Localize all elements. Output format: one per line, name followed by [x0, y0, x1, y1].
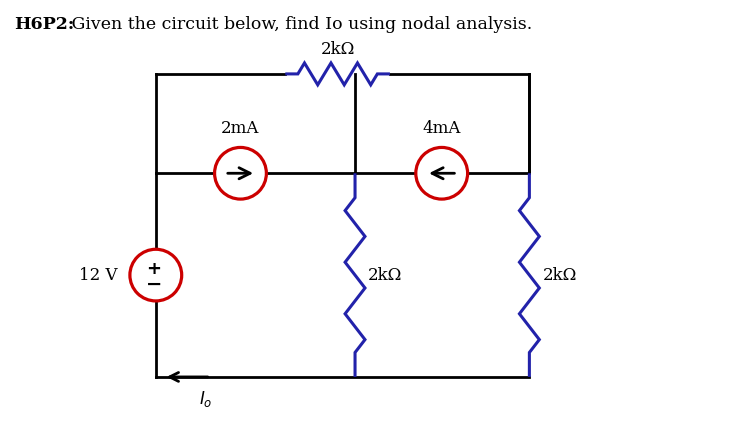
Text: Given the circuit below, find Io using nodal analysis.: Given the circuit below, find Io using n… [66, 16, 532, 33]
Circle shape [215, 147, 266, 199]
Circle shape [416, 147, 468, 199]
Text: 2kΩ: 2kΩ [320, 41, 355, 58]
Text: 2kΩ: 2kΩ [542, 267, 577, 284]
Text: −: − [145, 274, 162, 294]
Text: 12 V: 12 V [80, 267, 118, 284]
Text: $I_o$: $I_o$ [199, 389, 212, 409]
Circle shape [130, 249, 182, 301]
Text: 2mA: 2mA [221, 121, 260, 137]
Text: H6P2:: H6P2: [15, 16, 75, 33]
Text: +: + [146, 260, 162, 278]
Text: 4mA: 4mA [423, 121, 461, 137]
Text: 2kΩ: 2kΩ [368, 267, 402, 284]
